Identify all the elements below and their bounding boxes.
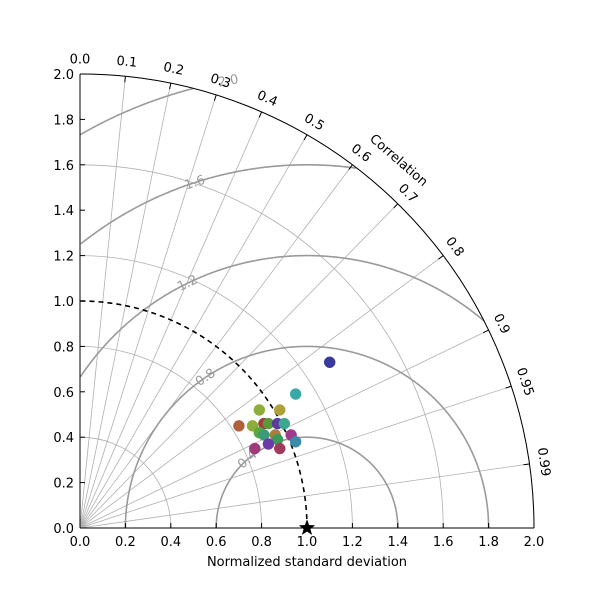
corr-tick-mark (169, 83, 172, 90)
y-tick-label: 1.6 (53, 159, 74, 174)
corr-tick-mark (303, 134, 308, 141)
corr-tick-mark (505, 385, 512, 389)
corr-tick-label: 0.1 (116, 54, 138, 71)
y-tick-label: 0.0 (53, 522, 74, 537)
x-tick-label: 2.0 (524, 535, 545, 550)
corr-tick-label: 0.95 (513, 366, 536, 398)
y-tick-label: 2.0 (53, 68, 74, 83)
correlation-axis-title: Correlation (366, 132, 430, 190)
y-tick-label: 0.4 (53, 431, 74, 446)
model-point (274, 442, 286, 455)
grid-layer (79, 73, 535, 529)
model-point (274, 404, 286, 416)
corr-grid-line (79, 94, 217, 529)
corr-tick-label: 0.0 (70, 53, 91, 68)
corr-tick-label: 0.9 (490, 311, 513, 336)
x-tick-label: 1.4 (387, 535, 408, 550)
std-grid-arc (79, 73, 535, 529)
y-tick-label: 1.4 (53, 204, 74, 219)
tick-labels: 0.00.00.20.20.40.40.60.60.80.81.01.01.21… (53, 53, 552, 551)
x-tick-label: 1.0 (297, 535, 318, 550)
std-grid-arc (79, 164, 444, 529)
x-tick-label: 0.8 (251, 535, 272, 550)
x-tick-label: 0.2 (115, 535, 136, 550)
corr-tick-mark (213, 94, 217, 101)
model-point (289, 388, 302, 400)
std-grid-arc (79, 346, 262, 529)
model-point (323, 356, 336, 369)
y-tick-label: 0.6 (53, 386, 74, 401)
rms-contour (215, 436, 399, 528)
rms-contour-label: 1.6 (183, 173, 207, 194)
corr-tick-mark (482, 329, 489, 334)
rms-contour (124, 345, 490, 528)
x-tick-label: 0.0 (70, 535, 91, 550)
x-axis-title: Normalized standard deviation (207, 555, 407, 570)
x-tick-label: 0.6 (206, 535, 227, 550)
model-point (258, 429, 270, 441)
outer-correlation-arc (79, 73, 535, 529)
corr-tick-label: 0.8 (442, 234, 466, 260)
model-point (289, 435, 302, 448)
corr-tick-mark (124, 76, 126, 83)
std-grid-arc (79, 436, 172, 529)
x-tick-label: 1.8 (478, 535, 499, 550)
rms-contour (79, 254, 485, 378)
y-tick-label: 1.0 (53, 295, 74, 310)
x-tick-label: 1.2 (342, 535, 363, 550)
model-point (278, 417, 291, 430)
y-tick-label: 1.8 (53, 113, 74, 128)
rms-contour (79, 87, 194, 136)
model-point (262, 438, 275, 450)
y-tick-label: 1.2 (53, 250, 74, 265)
reference-star (298, 519, 316, 536)
corr-tick-mark (438, 255, 444, 260)
rms-contour-label: 1.2 (175, 272, 200, 295)
corr-tick-mark (348, 164, 353, 170)
plot-frame (79, 73, 535, 529)
model-point (233, 420, 245, 432)
rms-contours: 0.4 0.8 1.2 1.6 2.0 (79, 72, 490, 528)
corr-tick-label: 0.99 (534, 447, 553, 478)
corr-grid-line (79, 463, 530, 529)
model-point (249, 442, 261, 455)
corr-tick-label: 0.3 (208, 71, 232, 92)
std-grid-arc (79, 255, 353, 529)
x-tick-label: 0.4 (160, 535, 181, 550)
model-point (253, 404, 266, 416)
rms-contour-label: 0.8 (193, 366, 219, 390)
corr-tick-label: 0.5 (301, 111, 326, 134)
corr-tick-label: 0.4 (255, 88, 280, 110)
corr-tick-mark (523, 463, 530, 466)
data-points (233, 356, 336, 536)
y-tick-label: 0.2 (53, 477, 74, 492)
x-tick-label: 1.6 (433, 535, 454, 550)
rms-contour-label: 2.0 (217, 72, 240, 90)
corr-tick-mark (393, 203, 399, 209)
corr-tick-label: 0.2 (162, 60, 185, 79)
y-tick-label: 0.8 (53, 340, 74, 355)
corr-tick-mark (258, 111, 263, 118)
rms-contour (80, 164, 357, 245)
